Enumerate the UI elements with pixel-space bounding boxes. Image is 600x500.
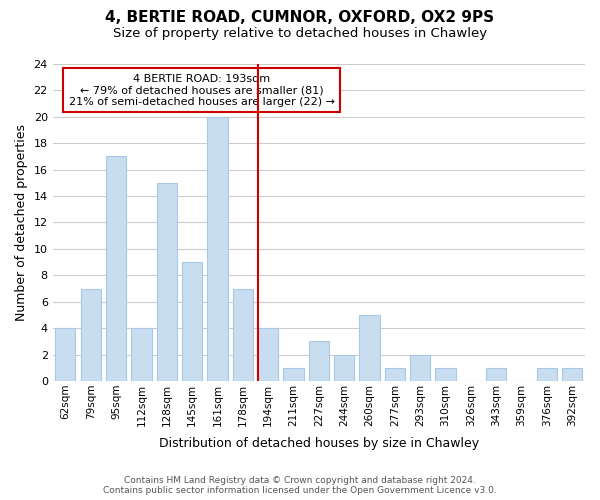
Bar (207, 117, 227, 381)
Bar (131, 328, 152, 381)
Bar (385, 368, 405, 381)
Text: 4, BERTIE ROAD, CUMNOR, OXFORD, OX2 9PS: 4, BERTIE ROAD, CUMNOR, OXFORD, OX2 9PS (106, 10, 494, 25)
Bar (486, 368, 506, 381)
Bar (182, 262, 202, 381)
Bar (106, 156, 126, 381)
Bar (308, 342, 329, 381)
Bar (562, 368, 583, 381)
Text: 4 BERTIE ROAD: 193sqm
← 79% of detached houses are smaller (81)
21% of semi-deta: 4 BERTIE ROAD: 193sqm ← 79% of detached … (69, 74, 335, 106)
Bar (410, 354, 430, 381)
Bar (283, 368, 304, 381)
Text: Contains HM Land Registry data © Crown copyright and database right 2024.
Contai: Contains HM Land Registry data © Crown c… (103, 476, 497, 495)
Bar (537, 368, 557, 381)
Bar (359, 315, 380, 381)
Bar (258, 328, 278, 381)
Y-axis label: Number of detached properties: Number of detached properties (15, 124, 28, 321)
Bar (55, 328, 76, 381)
Text: Size of property relative to detached houses in Chawley: Size of property relative to detached ho… (113, 28, 487, 40)
Bar (436, 368, 456, 381)
Bar (233, 288, 253, 381)
Bar (80, 288, 101, 381)
X-axis label: Distribution of detached houses by size in Chawley: Distribution of detached houses by size … (159, 437, 479, 450)
Bar (334, 354, 355, 381)
Bar (157, 183, 177, 381)
